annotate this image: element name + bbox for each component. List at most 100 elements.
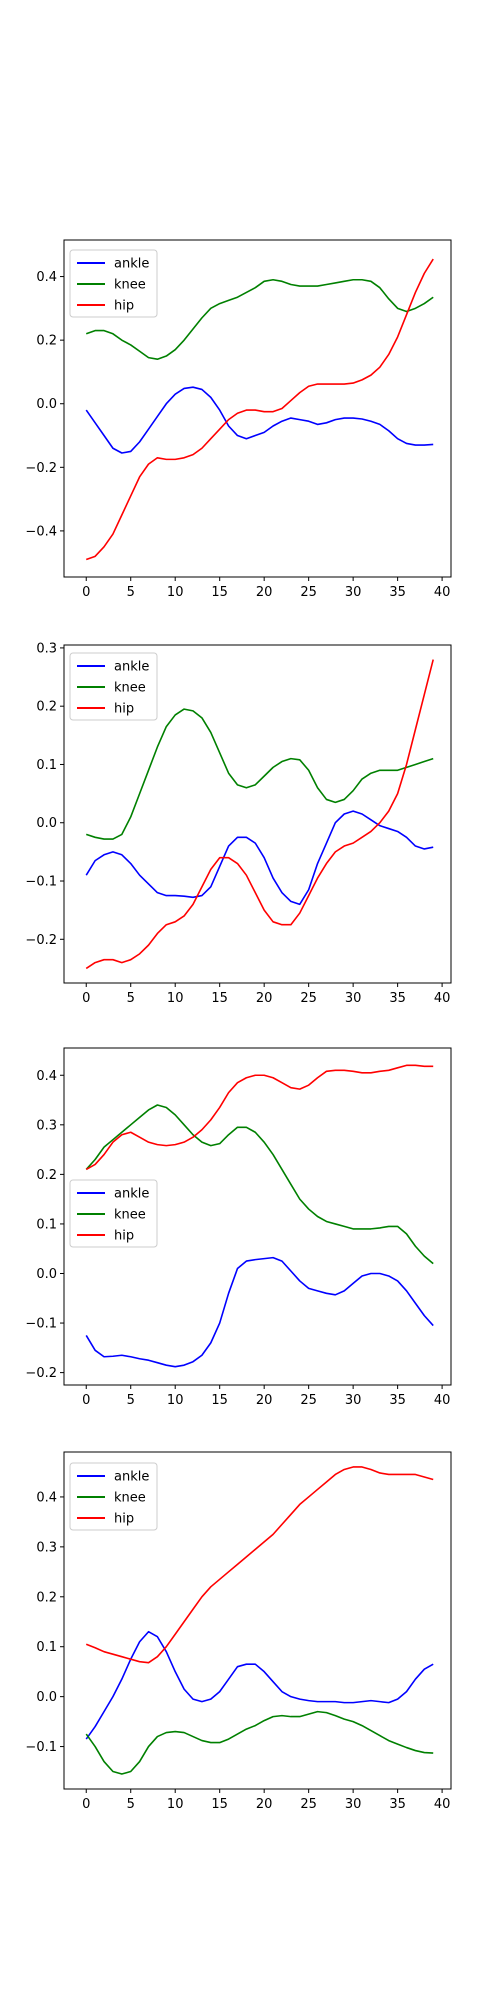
axes-frame xyxy=(63,644,452,984)
x-tick-label: 15 xyxy=(211,1393,228,1408)
legend-label-ankle: ankle xyxy=(114,660,149,675)
legend-label-hip: hip xyxy=(114,1229,134,1244)
x-tick-label: 35 xyxy=(389,585,406,600)
series-line-hip xyxy=(85,258,434,561)
y-tick-label: 0.0 xyxy=(36,1690,57,1705)
x-tick-label: 40 xyxy=(434,1797,451,1812)
x-tick-label: 15 xyxy=(211,991,228,1006)
x-tick-label: 0 xyxy=(82,991,90,1006)
y-tick-label: 0.1 xyxy=(36,1217,57,1232)
x-tick-label: 25 xyxy=(300,991,317,1006)
y-tick-label: −0.4 xyxy=(25,524,57,539)
y-tick-label: 0.2 xyxy=(36,700,57,715)
x-tick-label: 0 xyxy=(82,1393,90,1408)
x-tick-label: 5 xyxy=(127,1797,135,1812)
x-tick-label: 15 xyxy=(211,585,228,600)
y-tick-label: −0.2 xyxy=(25,461,57,476)
x-tick-label: 40 xyxy=(434,585,451,600)
x-tick-label: 35 xyxy=(389,991,406,1006)
legend-box xyxy=(69,652,158,721)
x-tick-label: 30 xyxy=(345,1393,362,1408)
y-tick-label: −0.1 xyxy=(25,1740,57,1755)
x-tick-label: 10 xyxy=(167,991,184,1006)
chart-panel-4: 0 5 10 15 20 25 30 35 40 −0.1 0.0 0.1 0.2 0.3 0.4 ankle… xyxy=(25,1451,452,1812)
y-tick-label: −0.1 xyxy=(25,1317,57,1332)
legend-label-ankle: ankle xyxy=(114,257,149,272)
legend: ankle knee hip xyxy=(69,652,158,721)
x-tick-label: 25 xyxy=(300,585,317,600)
x-tick-label: 20 xyxy=(256,991,273,1006)
x-tick-label: 25 xyxy=(300,1393,317,1408)
x-tick-label: 0 xyxy=(82,1797,90,1812)
legend-label-ankle: ankle xyxy=(114,1470,149,1485)
y-tick-label: 0.2 xyxy=(36,334,57,349)
x-tick-label: 30 xyxy=(345,1797,362,1812)
legend: ankle knee hip xyxy=(69,249,158,318)
axes-frame xyxy=(63,1451,452,1790)
x-tick-label: 30 xyxy=(345,991,362,1006)
x-tick-label: 15 xyxy=(211,1797,228,1812)
x-tick-label: 0 xyxy=(82,585,90,600)
legend-label-hip: hip xyxy=(114,1512,134,1527)
x-tick-label: 10 xyxy=(167,585,184,600)
y-tick-label: 0.0 xyxy=(36,397,57,412)
x-tick-label: 35 xyxy=(389,1393,406,1408)
series-line-hip xyxy=(85,659,434,970)
y-tick-label: 0.4 xyxy=(36,1490,57,1505)
legend-box xyxy=(69,1179,158,1248)
legend-label-knee: knee xyxy=(114,681,146,696)
y-tick-label: 0.1 xyxy=(36,1640,57,1655)
legend-label-hip: hip xyxy=(114,299,134,314)
y-tick-label: 0.3 xyxy=(36,1540,57,1555)
x-tick-label: 20 xyxy=(256,1393,273,1408)
legend: ankle knee hip xyxy=(69,1462,158,1531)
series-line-knee xyxy=(85,708,434,840)
series-line-ankle xyxy=(85,810,434,906)
y-tick-label: 0.1 xyxy=(36,758,57,773)
y-tick-label: 0.3 xyxy=(36,1118,57,1133)
x-tick-label: 40 xyxy=(434,991,451,1006)
series-line-ankle xyxy=(85,386,434,454)
series-line-hip xyxy=(85,1064,434,1171)
legend-label-hip: hip xyxy=(114,702,134,717)
legend-label-knee: knee xyxy=(114,1491,146,1506)
y-tick-label: 0.2 xyxy=(36,1590,57,1605)
series-line-knee xyxy=(85,278,434,361)
x-tick-label: 20 xyxy=(256,1797,273,1812)
x-tick-label: 35 xyxy=(389,1797,406,1812)
x-tick-label: 5 xyxy=(127,1393,135,1408)
x-tick-label: 5 xyxy=(127,991,135,1006)
series-line-knee xyxy=(85,1104,434,1265)
x-tick-label: 20 xyxy=(256,585,273,600)
chart-panel-1: 0 5 10 15 20 25 30 35 40 −0.4 −0.2 0.0 0.2 0.4 ankle kn… xyxy=(25,239,452,600)
chart-panel-3: 0 5 10 15 20 25 30 35 40 −0.2 −0.1 0.0 0.1 0.2 0.3 0.4 a… xyxy=(25,1047,452,1408)
x-tick-label: 5 xyxy=(127,585,135,600)
x-tick-label: 40 xyxy=(434,1393,451,1408)
series-line-knee xyxy=(85,1710,434,1775)
series-line-ankle xyxy=(85,1256,434,1368)
axes-frame xyxy=(63,239,452,578)
y-tick-label: 0.2 xyxy=(36,1168,57,1183)
series-line-hip xyxy=(85,1466,434,1664)
x-tick-label: 10 xyxy=(167,1393,184,1408)
chart-panel-2: 0 5 10 15 20 25 30 35 40 −0.2 −0.1 0.0 0.1 0.2 0.3 ankl… xyxy=(25,641,452,1006)
x-tick-label: 10 xyxy=(167,1797,184,1812)
y-tick-label: 0.0 xyxy=(36,816,57,831)
legend: ankle knee hip xyxy=(69,1179,158,1248)
y-tick-label: −0.2 xyxy=(25,933,57,948)
series-line-ankle xyxy=(85,1630,434,1740)
y-tick-label: 0.4 xyxy=(36,1069,57,1084)
legend-label-knee: knee xyxy=(114,278,146,293)
y-tick-label: −0.2 xyxy=(25,1366,57,1381)
axes-frame xyxy=(63,1047,452,1386)
x-tick-label: 25 xyxy=(300,1797,317,1812)
legend-label-ankle: ankle xyxy=(114,1187,149,1202)
y-tick-label: 0.4 xyxy=(36,270,57,285)
y-tick-label: 0.0 xyxy=(36,1267,57,1282)
legend-box xyxy=(69,1462,158,1531)
legend-label-knee: knee xyxy=(114,1208,146,1223)
legend-box xyxy=(69,249,158,318)
y-tick-label: 0.3 xyxy=(36,641,57,656)
x-tick-label: 30 xyxy=(345,585,362,600)
